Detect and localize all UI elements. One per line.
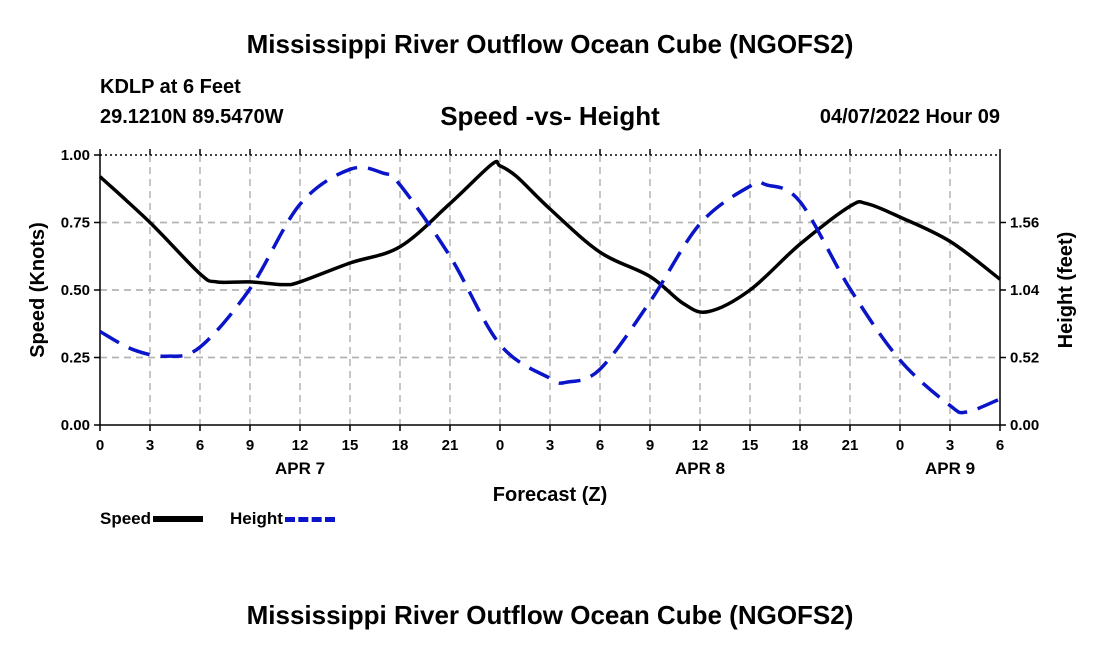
y2-tick-label: 0.52 (1010, 350, 1039, 367)
x-tick-label: 12 (292, 437, 309, 454)
chart-subtitle: Speed -vs- Height (440, 101, 660, 131)
x-tick-label: 0 (496, 437, 504, 454)
y-tick-label: 0.00 (61, 417, 90, 434)
y2-tick-label: 0.00 (1010, 417, 1039, 434)
x-axis-label: Forecast (Z) (493, 484, 607, 506)
day-label: APR 8 (675, 459, 725, 478)
x-tick-label: 18 (792, 437, 809, 454)
y-tick-label: 0.75 (61, 215, 90, 232)
datetime-label: 04/07/2022 Hour 09 (819, 106, 1000, 128)
y2-axis-label: Height (feet) (1055, 232, 1077, 349)
station-label: KDLP at 6 Feet (100, 76, 241, 98)
legend-height-label: Height (230, 509, 283, 528)
y2-tick-label: 1.04 (1010, 282, 1040, 299)
legend-speed-swatch (153, 516, 204, 522)
legend-speed-label: Speed (100, 509, 152, 528)
y-axis-label: Speed (Knots) (27, 222, 49, 358)
y-tick-label: 0.25 (61, 350, 90, 367)
x-tick-label: 21 (842, 437, 859, 454)
chart-title: Mississippi River Outflow Ocean Cube (NG… (246, 29, 854, 59)
series-speed-line (98, 159, 1002, 314)
x-tick-label: 6 (196, 437, 204, 454)
day-label: APR 7 (275, 459, 325, 478)
coordinates-label: 29.1210N 89.5470W (100, 106, 284, 128)
x-tick-label: 12 (692, 437, 709, 454)
legend-height: Height (230, 509, 335, 529)
legend-height-swatch (284, 516, 335, 522)
y2-tick-label: 1.56 (1010, 215, 1039, 232)
y-tick-label: 0.50 (61, 282, 90, 299)
x-tick-label: 15 (742, 437, 759, 454)
x-tick-label: 9 (646, 437, 654, 454)
x-tick-label: 6 (596, 437, 604, 454)
x-tick-label: 9 (246, 437, 254, 454)
x-tick-label: 0 (96, 437, 104, 454)
x-tick-label: 21 (442, 437, 459, 454)
x-tick-label: 3 (946, 437, 954, 454)
x-tick-label: 0 (896, 437, 904, 454)
footer-title: Mississippi River Outflow Ocean Cube (NG… (246, 600, 854, 630)
series-height-line (99, 165, 1001, 415)
legend-speed: Speed (100, 509, 204, 529)
x-tick-label: 3 (146, 437, 154, 454)
x-tick-label: 18 (392, 437, 409, 454)
x-tick-label: 15 (342, 437, 359, 454)
day-label: APR 9 (925, 459, 975, 478)
x-tick-label: 3 (546, 437, 554, 454)
x-tick-label: 6 (996, 437, 1004, 454)
y-tick-label: 1.00 (61, 147, 90, 164)
